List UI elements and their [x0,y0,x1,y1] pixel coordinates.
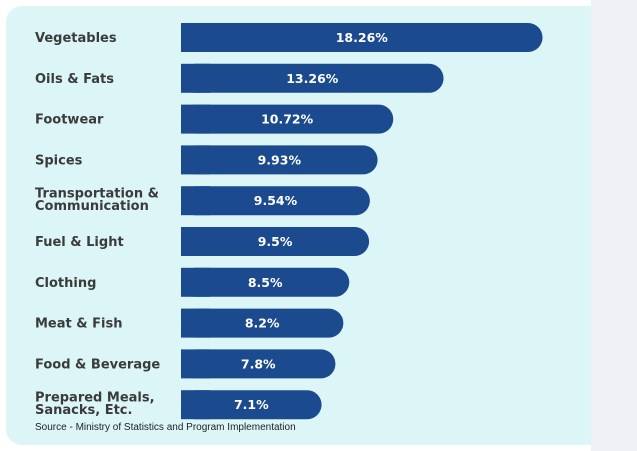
category-label-5: Fuel & Light [35,235,124,250]
side-panel [591,0,637,451]
bar-5 [181,227,370,256]
bar-9 [181,390,322,420]
bar-left-edge-1 [181,63,210,93]
source-note: Source - Ministry of Statistics and Prog… [35,422,296,433]
bar-left-edge-9 [181,390,210,420]
value-label-6: 8.5% [248,275,283,290]
category-label-3: Spices [35,153,83,168]
category-label-0: Vegetables [35,31,117,46]
category-label-2: Footwear [35,113,104,128]
bar-3 [181,145,378,175]
value-label-1: 13.26% [286,71,339,86]
bar-left-edge-2 [181,104,210,134]
value-label-4: 9.54% [254,193,298,208]
bar-7 [181,308,344,338]
bar-2 [181,104,394,134]
bar-left-edge-6 [181,267,210,297]
category-label-7: Meat & Fish [35,317,122,332]
value-label-5: 9.5% [258,234,293,249]
value-label-9: 7.1% [234,397,269,412]
value-label-2: 10.72% [261,112,314,127]
bar-left-edge-8 [181,349,210,379]
bar-left-edge-0 [181,23,210,52]
category-label-9: Prepared Meals, Sanacks, Etc. [35,391,155,419]
category-label-6: Clothing [35,276,96,291]
bar-1 [181,63,444,93]
bar-4 [181,186,370,216]
bar-left-edge-5 [181,227,210,256]
bar-6 [181,267,350,297]
value-label-3: 9.93% [258,152,302,167]
bar-8 [181,349,336,379]
category-label-4: Transportation & Communication [35,187,159,215]
bar-0 [181,23,543,52]
value-label-0: 18.26% [336,30,389,45]
category-label-8: Food & Beverage [35,357,160,372]
value-label-8: 7.8% [241,356,276,371]
bar-left-edge-3 [181,145,210,175]
category-label-1: Oils & Fats [35,72,114,87]
value-label-7: 8.2% [245,316,280,331]
bar-left-edge-7 [181,308,210,338]
bar-left-edge-4 [181,186,210,216]
